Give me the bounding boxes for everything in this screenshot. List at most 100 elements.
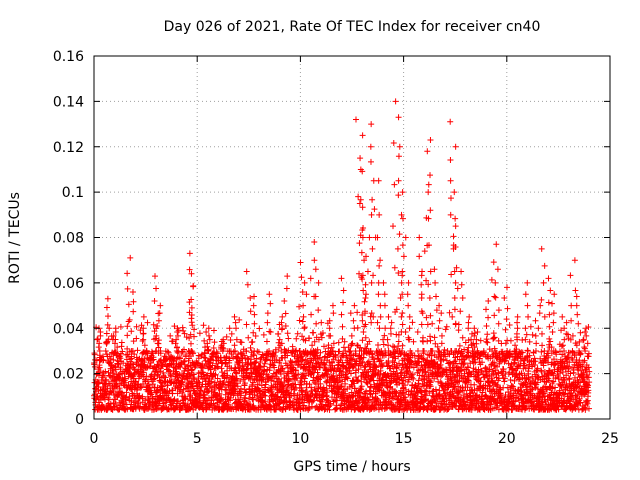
data-point (176, 355, 183, 362)
data-point (241, 380, 248, 387)
data-point (178, 349, 185, 356)
data-point (268, 374, 275, 381)
data-point (142, 397, 149, 404)
chart-title: Day 026 of 2021, Rate Of TEC Index for r… (164, 19, 541, 35)
data-point (165, 349, 172, 356)
data-point (257, 364, 264, 371)
data-point (182, 395, 189, 402)
data-point (266, 328, 273, 335)
data-point (155, 337, 162, 344)
y-tick-label: 0.16 (53, 49, 84, 65)
data-point (292, 367, 299, 374)
data-point (310, 397, 317, 404)
data-point (261, 360, 268, 367)
data-point (298, 381, 305, 388)
data-point (136, 404, 143, 411)
data-point (277, 371, 284, 378)
data-point (115, 406, 122, 413)
data-point (250, 351, 257, 358)
data-point (133, 335, 140, 342)
data-point (261, 367, 268, 374)
data-point (180, 358, 187, 365)
data-point (233, 370, 240, 377)
x-tick-label: 25 (601, 431, 619, 447)
data-point (299, 357, 306, 364)
data-point (131, 392, 138, 399)
data-point (234, 383, 241, 390)
x-tick-label: 15 (395, 431, 413, 447)
data-point (134, 381, 141, 388)
data-point (112, 401, 119, 408)
data-point (97, 368, 104, 375)
data-point (143, 373, 150, 380)
data-point (166, 398, 173, 405)
data-point (237, 377, 244, 384)
data-point (95, 379, 102, 386)
data-point (181, 368, 188, 375)
data-point (263, 371, 270, 378)
data-point (208, 378, 215, 385)
data-point (289, 343, 296, 350)
y-tick-label: 0.04 (53, 321, 84, 337)
data-point (194, 400, 201, 407)
data-point (223, 354, 230, 361)
data-point (324, 389, 331, 396)
data-point (252, 333, 259, 340)
data-point (328, 344, 335, 351)
data-point (147, 360, 154, 367)
data-point (268, 391, 275, 398)
data-point (101, 372, 108, 379)
data-point (113, 383, 120, 390)
data-point (224, 372, 231, 379)
data-point (299, 356, 306, 363)
data-point (284, 330, 291, 337)
x-tick-label: 0 (90, 431, 99, 447)
data-point (223, 387, 230, 394)
data-point (138, 384, 145, 391)
data-point (198, 353, 205, 360)
data-point (133, 323, 140, 330)
data-point (164, 382, 171, 389)
data-point (213, 392, 220, 399)
data-point (201, 337, 208, 344)
y-tick-label: 0.14 (53, 94, 84, 110)
data-point (311, 338, 318, 345)
data-point (230, 405, 237, 412)
data-point (214, 364, 221, 371)
data-point (195, 375, 202, 382)
data-point (127, 356, 134, 363)
data-point (279, 406, 286, 413)
data-point (250, 396, 257, 403)
data-point (103, 376, 110, 383)
data-point (343, 354, 350, 361)
data-point (258, 382, 265, 389)
data-point (338, 384, 345, 391)
data-point (305, 404, 312, 411)
data-point (272, 349, 279, 356)
grid-lines (94, 56, 610, 419)
data-point (327, 402, 334, 409)
data-point (223, 333, 230, 340)
data-point (233, 376, 240, 383)
data-point (167, 332, 174, 339)
data-point (96, 364, 103, 371)
y-tick-label: 0.08 (53, 231, 84, 247)
data-point (163, 356, 170, 363)
data-point (301, 396, 308, 403)
data-point (218, 394, 225, 401)
data-point (131, 351, 138, 358)
data-point (151, 375, 158, 382)
data-point (285, 376, 292, 383)
data-point (314, 369, 321, 376)
data-point (226, 325, 233, 332)
data-point (248, 356, 255, 363)
data-point (317, 349, 324, 356)
data-point (291, 392, 298, 399)
data-point (180, 327, 187, 334)
data-point (325, 342, 332, 349)
data-point (238, 339, 245, 346)
data-point (217, 396, 224, 403)
data-point (138, 322, 145, 329)
data-point (120, 360, 127, 367)
